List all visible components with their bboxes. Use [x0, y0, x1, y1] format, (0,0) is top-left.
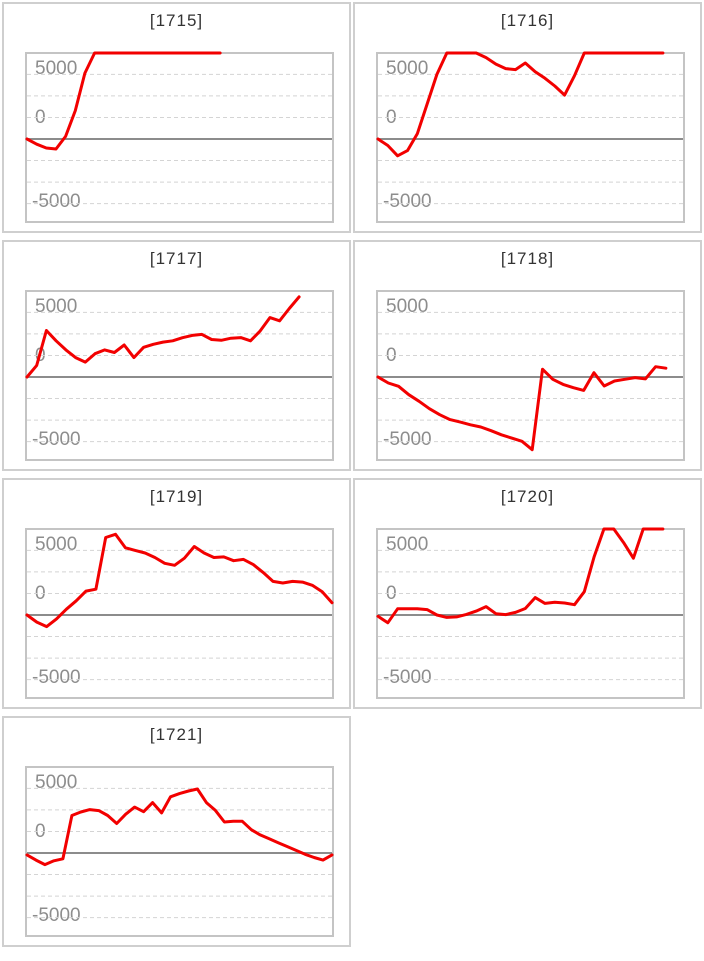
plot-area: 5000 0 -5000: [25, 290, 334, 461]
machine-number-title: [1718]: [500, 249, 555, 268]
slump-graph-svg: [25, 532, 334, 681]
y-tick-label-0: 0: [35, 107, 46, 128]
y-tick-label-5000: 5000: [35, 534, 78, 555]
slump-graph-svg: [376, 527, 683, 681]
slump-line: [376, 51, 665, 158]
machine-number-title: [1719]: [149, 487, 204, 506]
y-tick-label-minus5000: -5000: [32, 191, 81, 212]
plot-area: 5000 0 -5000: [25, 528, 334, 699]
y-tick-label-0: 0: [386, 107, 397, 128]
slump-line: [25, 51, 222, 151]
slump-graph-svg: [25, 787, 334, 919]
machine-chart-box[interactable]: [1716] 5000 0 -5000: [353, 2, 702, 233]
machine-number-title: [1716]: [500, 11, 555, 30]
slump-line: [25, 295, 301, 379]
y-tick-label-0: 0: [386, 345, 397, 366]
y-tick-label-0: 0: [35, 821, 46, 842]
y-tick-label-minus5000: -5000: [32, 667, 81, 688]
plot-area: 5000 0 -5000: [25, 51, 334, 223]
plot-area: 5000 0 -5000: [376, 527, 685, 699]
machine-number-title: [1720]: [500, 487, 555, 506]
y-tick-label-minus5000: -5000: [32, 905, 81, 926]
y-tick-label-5000: 5000: [35, 58, 78, 79]
y-tick-label-5000: 5000: [386, 534, 429, 555]
machine-number-title: [1721]: [149, 725, 204, 744]
plot-area: 5000 0 -5000: [376, 51, 685, 223]
plot-area: 5000 0 -5000: [25, 766, 334, 937]
y-tick-label-minus5000: -5000: [383, 667, 432, 688]
y-tick-label-5000: 5000: [35, 772, 78, 793]
y-tick-label-5000: 5000: [35, 296, 78, 317]
machine-chart-box[interactable]: [1721] 5000 0 -5000: [2, 716, 351, 947]
y-tick-label-5000: 5000: [386, 58, 429, 79]
machine-chart-box[interactable]: [1718] 5000 0 -5000: [353, 240, 702, 471]
slump-graph-svg: [376, 51, 683, 205]
slump-graph-svg: [25, 295, 332, 443]
slump-line: [25, 787, 334, 867]
y-tick-label-minus5000: -5000: [32, 429, 81, 450]
machine-chart-box[interactable]: [1719] 5000 0 -5000: [2, 478, 351, 709]
y-tick-label-5000: 5000: [386, 296, 429, 317]
slump-line: [376, 365, 668, 452]
slump-graph-svg: [376, 311, 683, 452]
y-tick-label-minus5000: -5000: [383, 429, 432, 450]
slump-line: [25, 532, 334, 629]
y-tick-label-minus5000: -5000: [383, 191, 432, 212]
machine-number-title: [1717]: [149, 249, 204, 268]
machine-number-title: [1715]: [149, 11, 204, 30]
machine-chart-box[interactable]: [1717] 5000 0 -5000: [2, 240, 351, 471]
machine-chart-box[interactable]: [1715] 5000 0 -5000: [2, 2, 351, 233]
y-tick-label-0: 0: [386, 583, 397, 604]
machine-chart-box[interactable]: [1720] 5000 0 -5000: [353, 478, 702, 709]
y-tick-label-0: 0: [35, 583, 46, 604]
plot-area: 5000 0 -5000: [376, 290, 685, 461]
slump-line: [376, 527, 665, 625]
slump-graph-svg: [25, 51, 332, 205]
